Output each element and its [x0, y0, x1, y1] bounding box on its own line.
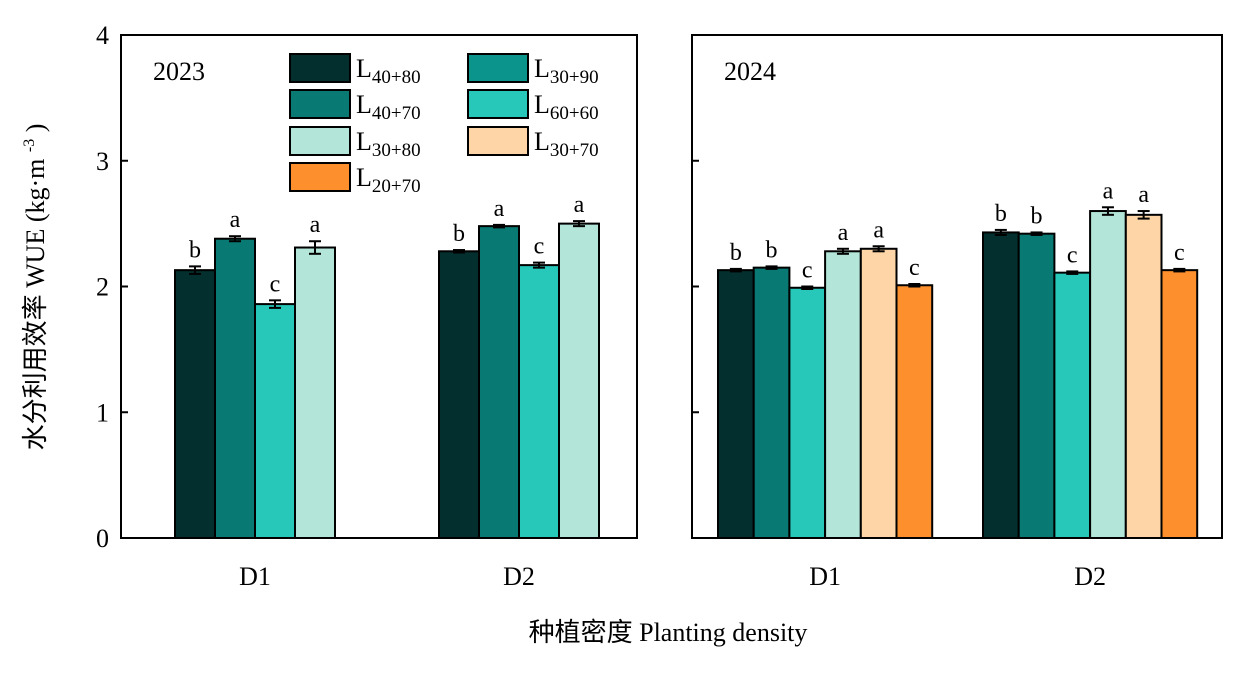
- bar: [895, 284, 934, 539]
- significance-letter: c: [1067, 242, 1078, 268]
- chart-panel-2023: 0 1 2 3 4 2023 D1 b a c a D2 b a c a: [96, 21, 638, 591]
- legend-swatch: [289, 162, 351, 192]
- y-tick-label: 0: [96, 524, 109, 553]
- legend-label-base: L: [356, 163, 372, 192]
- significance-letter: c: [270, 271, 281, 297]
- legend-swatch: [467, 126, 529, 156]
- bar: [717, 269, 755, 539]
- legend-label: L30+70: [534, 127, 599, 161]
- legend-swatch: [289, 126, 351, 156]
- bar: [518, 264, 560, 539]
- significance-letter: a: [873, 217, 884, 243]
- significance-letter: a: [310, 212, 321, 238]
- significance-letter: c: [909, 255, 920, 281]
- legend-swatch: [467, 53, 529, 83]
- y-tick-label: 4: [96, 21, 109, 50]
- significance-letter: b: [1031, 203, 1043, 229]
- panel-title: 2023: [153, 57, 205, 86]
- bar: [1124, 213, 1163, 539]
- bar: [1089, 210, 1127, 540]
- significance-letter: c: [534, 234, 545, 260]
- legend-label-base: L: [356, 127, 372, 156]
- legend-label-sub: 20+70: [372, 176, 421, 197]
- bar: [438, 250, 480, 539]
- y-axis-label-unit-close: ): [21, 124, 50, 133]
- bar: [174, 269, 216, 539]
- y-axis-label-unit: (kg·m: [21, 159, 50, 223]
- legend-label: L60+60: [534, 90, 599, 124]
- x-tick-label: D1: [809, 562, 841, 591]
- significance-letter: b: [453, 221, 465, 247]
- y-axis-label-en: WUE: [21, 229, 50, 288]
- significance-letter: b: [995, 201, 1007, 227]
- legend-label-base: L: [356, 90, 372, 119]
- legend-label-sub: 40+80: [372, 67, 421, 88]
- legend-item: L60+60: [467, 89, 599, 124]
- panel-title: 2024: [724, 57, 776, 86]
- significance-letter: c: [1174, 240, 1185, 266]
- bar: [982, 231, 1020, 540]
- legend-item: L30+70: [467, 126, 599, 161]
- legend-item: L20+70: [289, 162, 421, 197]
- legend-item: L30+80: [289, 126, 421, 161]
- y-tick-label: 1: [96, 398, 109, 427]
- legend-label-sub: 60+60: [550, 103, 599, 124]
- x-axis-label: 种植密度 Planting density: [529, 618, 808, 647]
- y-tick-label: 2: [96, 273, 109, 302]
- legend-label-sub: 40+70: [372, 103, 421, 124]
- x-tick-label: D2: [1074, 562, 1106, 591]
- x-tick-label: D1: [239, 562, 271, 591]
- significance-letter: a: [494, 196, 505, 222]
- bar: [1053, 271, 1092, 539]
- legend-swatch: [289, 53, 351, 83]
- legend-label-base: L: [356, 54, 372, 83]
- significance-letter: a: [1138, 182, 1149, 208]
- significance-letter: b: [189, 237, 201, 263]
- bar: [254, 303, 296, 540]
- bar: [478, 225, 520, 539]
- significance-letter: b: [766, 237, 778, 263]
- bar: [558, 222, 600, 539]
- significance-letter: a: [574, 192, 585, 218]
- legend-label-base: L: [534, 54, 550, 83]
- bar: [1017, 232, 1056, 539]
- legend-label-sub: 30+80: [372, 140, 421, 161]
- y-axis-label-zh: 水分利用效率: [21, 294, 50, 450]
- legend-label: L40+70: [356, 90, 421, 124]
- bar: [1160, 269, 1199, 539]
- legend-label-sub: 30+90: [550, 67, 599, 88]
- legend-label-base: L: [534, 90, 550, 119]
- legend-item: L30+90: [467, 53, 599, 88]
- bar: [294, 246, 336, 540]
- legend-label-base: L: [534, 127, 550, 156]
- x-tick-label: D2: [503, 562, 535, 591]
- legend-item: L40+80: [289, 53, 421, 88]
- y-axis-label: 水分利用效率 WUE (kg·m -3 ): [11, 124, 50, 451]
- bar: [788, 286, 827, 539]
- significance-letter: a: [1103, 178, 1114, 204]
- y-axis-label-unit-exp: -3: [21, 139, 38, 152]
- legend-label: L20+70: [356, 163, 421, 197]
- significance-letter: b: [730, 240, 742, 266]
- significance-letter: a: [838, 220, 849, 246]
- legend-swatch: [467, 89, 529, 119]
- legend-swatch: [289, 89, 351, 119]
- bar: [859, 247, 898, 539]
- legend-label: L40+80: [356, 54, 421, 88]
- y-tick-label: 3: [96, 147, 109, 176]
- legend-label: L30+90: [534, 54, 599, 88]
- significance-letter: a: [230, 207, 241, 233]
- legend-label-sub: 30+70: [550, 140, 599, 161]
- legend-item: L40+70: [289, 89, 421, 124]
- legend-label: L30+80: [356, 127, 421, 161]
- bar: [824, 250, 862, 539]
- significance-letter: c: [802, 258, 813, 284]
- bar: [752, 266, 791, 539]
- bar: [214, 237, 256, 539]
